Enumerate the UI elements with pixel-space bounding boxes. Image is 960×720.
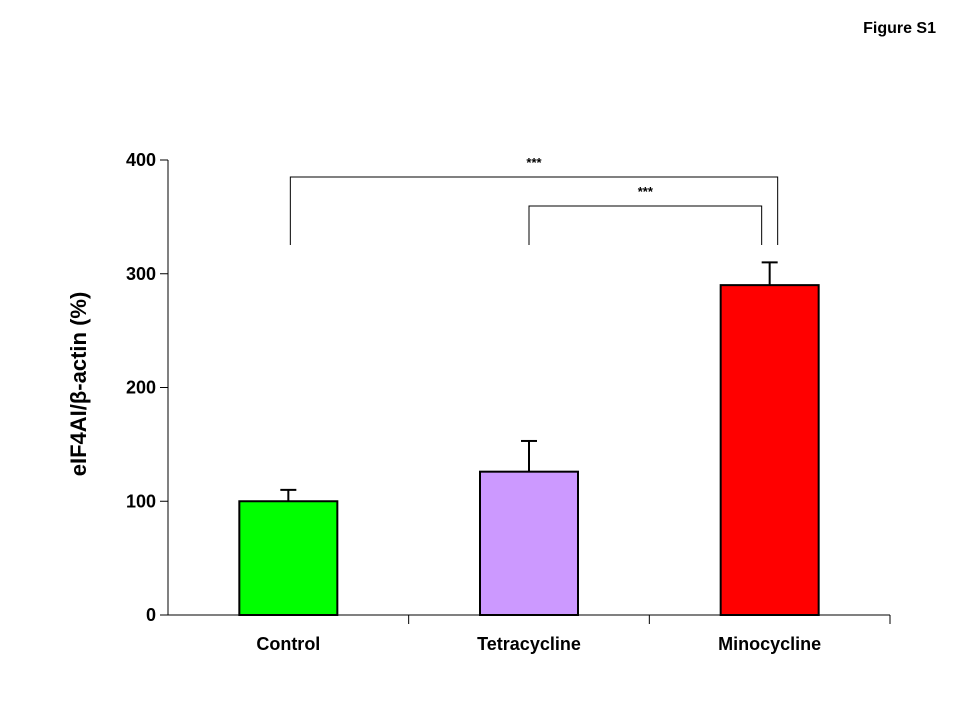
significance-bracket (528, 205, 763, 245)
figure-label: Figure S1 (863, 20, 936, 37)
y-ticks: 0 100 200 300 400 (126, 150, 168, 625)
y-tick-label: 200 (126, 378, 156, 398)
y-axis-label: eIF4AI/β-actin (%) (66, 292, 91, 477)
bar-minocycline (719, 284, 820, 616)
y-tick-label: 100 (126, 491, 156, 511)
significance-bracket (289, 176, 779, 245)
category-label-control: Control (256, 634, 320, 654)
category-label-tetracycline: Tetracycline (477, 634, 581, 654)
bars (238, 284, 820, 616)
y-tick-label: 300 (126, 264, 156, 284)
significance-label: *** (526, 155, 542, 170)
category-label-minocycline: Minocycline (718, 634, 821, 654)
bar-tetracycline (479, 470, 579, 616)
bar-control (238, 500, 339, 616)
y-tick-label: 400 (126, 150, 156, 170)
significance-brackets: *** *** (289, 155, 779, 245)
y-tick-label: 0 (146, 605, 156, 625)
significance-label: *** (638, 184, 654, 199)
error-bars (280, 261, 778, 502)
category-labels: Control Tetracycline Minocycline (256, 634, 821, 654)
